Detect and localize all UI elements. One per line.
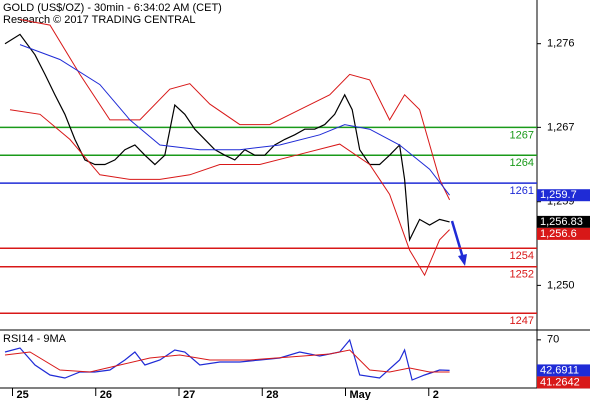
level-label: 1254 bbox=[510, 250, 534, 262]
x-tick-label: May bbox=[350, 389, 372, 400]
series-line bbox=[9, 109, 450, 277]
price-label: 1,256.6 bbox=[540, 228, 577, 240]
price-label: 1,256.83 bbox=[540, 216, 583, 228]
level-label-bg bbox=[512, 185, 536, 198]
series-line bbox=[4, 349, 450, 373]
price-label-box bbox=[537, 376, 590, 389]
series-line bbox=[4, 33, 450, 243]
level-label: 1252 bbox=[510, 269, 534, 281]
price-label-box bbox=[537, 189, 590, 202]
level-label-bg bbox=[512, 315, 536, 328]
y-tick-label: 1,267 bbox=[547, 121, 575, 133]
price-label: 42.6911 bbox=[540, 364, 579, 376]
x-tick-label: 27 bbox=[183, 389, 195, 400]
level-label-bg bbox=[512, 129, 536, 142]
chart-title: GOLD (US$/OZ) - 30min - 6:34:02 AM (CET) bbox=[3, 2, 222, 14]
forecast-arrow bbox=[450, 220, 465, 259]
y-tick-label: 1,250 bbox=[547, 279, 575, 291]
x-tick-label: 26 bbox=[100, 389, 112, 400]
y-tick-label: 1,276 bbox=[547, 38, 575, 50]
price-label-box bbox=[537, 364, 590, 377]
price-label-box bbox=[537, 215, 590, 228]
level-label-bg bbox=[512, 268, 536, 281]
price-label-box bbox=[537, 227, 590, 240]
series-line bbox=[19, 44, 450, 196]
level-label: 1261 bbox=[510, 185, 534, 197]
price-label: 41.2642 bbox=[540, 376, 580, 388]
series-line bbox=[4, 338, 450, 381]
x-tick-label: 25 bbox=[16, 389, 28, 400]
forecast-arrow-head bbox=[458, 254, 467, 266]
series-line bbox=[19, 19, 451, 201]
y-tick-label: 70 bbox=[547, 334, 559, 346]
level-label: 1247 bbox=[510, 315, 534, 327]
level-label-bg bbox=[512, 157, 536, 170]
level-label-bg bbox=[512, 250, 536, 263]
level-label: 1267 bbox=[510, 129, 534, 141]
level-label: 1264 bbox=[510, 157, 534, 169]
x-tick-label: 2 bbox=[433, 389, 439, 400]
chart-subtitle: Research © 2017 TRADING CENTRAL bbox=[3, 14, 196, 26]
x-tick-label: 28 bbox=[266, 389, 278, 400]
rsi-title: RSI14 - 9MA bbox=[3, 333, 67, 345]
price-label: 1,259.7 bbox=[540, 189, 577, 201]
